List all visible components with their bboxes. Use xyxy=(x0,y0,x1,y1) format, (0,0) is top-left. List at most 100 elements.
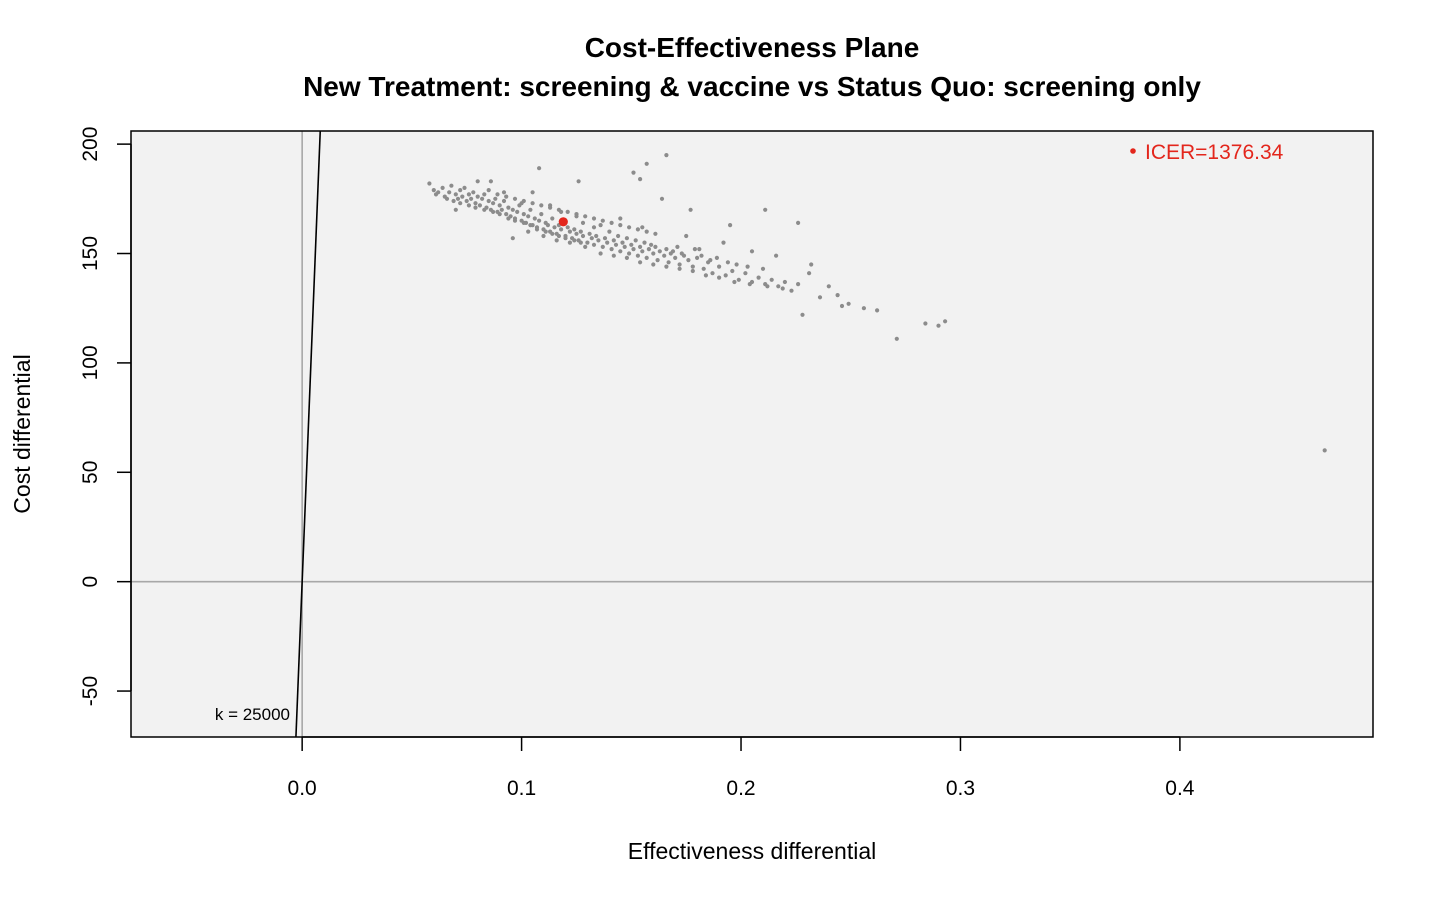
sim-point xyxy=(521,220,526,225)
sim-point xyxy=(493,196,498,201)
sim-point xyxy=(504,194,509,199)
sim-point xyxy=(651,251,656,256)
plot-area xyxy=(131,131,1373,737)
sim-point xyxy=(585,240,590,245)
sim-point xyxy=(686,258,691,263)
icer-legend-marker xyxy=(1130,148,1136,154)
y-tick-label: 50 xyxy=(79,461,102,484)
sim-point xyxy=(662,253,667,258)
sim-point xyxy=(576,179,581,184)
sim-point xyxy=(743,271,748,276)
sim-point xyxy=(598,251,603,256)
sim-point xyxy=(796,282,801,287)
sim-point xyxy=(627,225,632,230)
sim-point xyxy=(580,220,586,225)
sim-point xyxy=(482,207,487,212)
sim-point xyxy=(690,268,695,274)
sim-point xyxy=(835,293,840,298)
sim-point xyxy=(789,288,794,293)
sim-point xyxy=(530,190,535,195)
sim-point xyxy=(657,249,662,254)
sim-point xyxy=(651,262,656,267)
sim-point xyxy=(539,212,544,217)
sim-point xyxy=(501,190,507,195)
sim-point xyxy=(642,240,647,245)
sim-point xyxy=(629,242,634,247)
sim-point xyxy=(471,190,476,195)
sim-point xyxy=(807,271,812,276)
threshold-label: k = 25000 xyxy=(215,705,290,724)
sim-point xyxy=(486,198,491,204)
sim-point xyxy=(512,196,518,201)
sim-point xyxy=(943,319,948,324)
sim-point xyxy=(653,231,658,236)
sim-point xyxy=(708,258,713,263)
threshold-line xyxy=(295,131,322,737)
sim-point xyxy=(677,262,682,267)
sim-point xyxy=(480,196,485,201)
sim-point xyxy=(594,233,599,239)
sim-point xyxy=(504,212,509,217)
sim-point xyxy=(526,214,531,219)
sim-point xyxy=(602,236,608,241)
sim-point xyxy=(749,249,755,254)
sim-point xyxy=(756,275,761,280)
sim-point xyxy=(732,279,737,285)
sim-point xyxy=(1322,448,1327,453)
x-tick-label: 0.2 xyxy=(726,777,755,800)
icer-legend: ICER=1376.34 xyxy=(1130,141,1284,164)
sim-point xyxy=(473,201,478,206)
sim-point xyxy=(624,255,630,260)
sim-point xyxy=(728,223,733,228)
sim-point xyxy=(640,225,645,230)
sim-point xyxy=(622,244,627,249)
sim-point xyxy=(631,170,636,175)
sim-point xyxy=(449,183,454,188)
x-tick-label: 0.3 xyxy=(946,777,975,800)
sim-point xyxy=(528,223,533,228)
chart-title: Cost-Effectiveness Plane xyxy=(585,32,920,63)
sim-point xyxy=(506,216,511,221)
sim-point xyxy=(497,212,502,217)
sim-point xyxy=(591,242,597,247)
sim-point xyxy=(684,233,689,239)
sim-point xyxy=(591,216,597,221)
sim-point xyxy=(473,205,478,210)
sim-point xyxy=(475,194,480,199)
sim-point xyxy=(591,225,597,230)
sim-point xyxy=(534,227,540,232)
sim-point xyxy=(638,260,643,265)
sim-point xyxy=(800,312,805,317)
sim-point xyxy=(723,273,728,278)
sim-point xyxy=(567,229,573,234)
sim-point xyxy=(618,223,623,228)
sim-point xyxy=(633,238,638,243)
sim-point xyxy=(609,247,614,252)
sim-point xyxy=(475,179,480,184)
sim-point xyxy=(578,229,583,234)
sim-point xyxy=(537,218,542,223)
sim-point xyxy=(769,277,774,282)
sim-point xyxy=(616,233,621,239)
sim-point xyxy=(491,209,496,214)
sim-point xyxy=(846,301,851,306)
x-tick-label: 0.0 xyxy=(288,777,317,800)
sim-point xyxy=(703,273,709,278)
sim-point xyxy=(451,198,456,204)
sim-point xyxy=(526,229,531,234)
sim-point xyxy=(447,190,452,195)
sim-point xyxy=(574,212,579,217)
sim-point xyxy=(598,223,603,228)
sim-point xyxy=(638,177,643,182)
chart-subtitle: New Treatment: screening & vaccine vs St… xyxy=(303,71,1201,102)
sim-point xyxy=(552,225,557,230)
sim-point xyxy=(774,253,779,258)
sim-point xyxy=(826,284,831,289)
sim-point xyxy=(532,216,537,221)
sim-point xyxy=(565,225,570,230)
sim-point xyxy=(550,231,555,236)
sim-point xyxy=(839,303,845,309)
sim-point xyxy=(458,201,463,206)
sim-point xyxy=(618,249,623,254)
